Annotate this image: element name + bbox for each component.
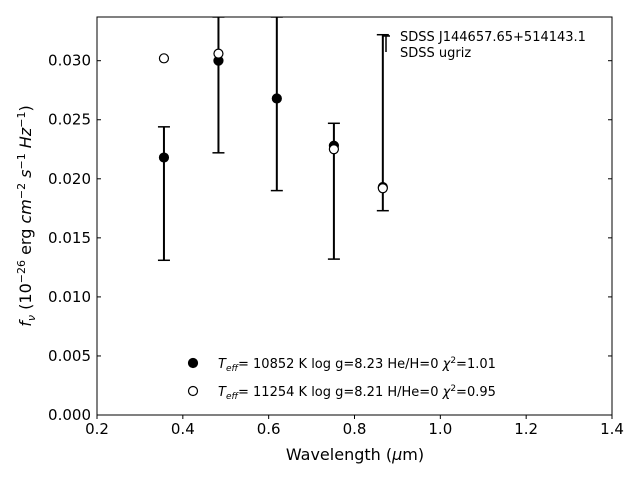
y-tick-label: 0.030 [48,52,91,70]
x-tick-label: 1.0 [428,420,452,438]
x-tick-label: 1.4 [600,420,624,438]
x-ticks: 0.2 0.4 0.6 0.8 1.0 1.2 1.4 [85,415,624,438]
y-tick-label: 0.015 [48,229,91,247]
errorbar-layer [157,17,389,262]
errorbar [157,126,170,262]
points-layer [158,35,390,194]
x-tick-label: 1.2 [514,420,538,438]
y-ticks: 0.000 0.005 0.010 0.015 0.020 0.025 0.030 [48,52,612,424]
legend-open-label: Teff= 11254 K log g=8.21 H/He=0 χ2=0.95 [218,384,496,402]
y-axis-label: fν (10−26 erg cm−2 s−1 Hz−1) [15,105,38,326]
x-tick-label: 0.4 [171,420,195,438]
x-tick-label: 0.6 [257,420,281,438]
x-tick-label: 0.2 [85,420,109,438]
data-point-filled [271,93,282,104]
data-point-open [213,48,224,59]
y-tick-label: 0.005 [48,347,91,365]
errorbar [212,17,225,154]
annotation-survey-name: SDSS ugriz [400,46,471,61]
legend-filled-label: Teff= 10852 K log g=8.23 He/H=0 χ2=1.01 [218,356,496,374]
plot-area [96,16,613,416]
y-tick-label: 0.020 [48,170,91,188]
x-tick-label: 0.8 [343,420,367,438]
errorbar [376,33,389,212]
y-tick-label: 0.025 [48,111,91,129]
y-tick-label: 0.000 [48,406,91,424]
x-axis-label: Wavelength (μm) [286,445,424,464]
legend-open-marker [187,385,199,397]
data-point-open [158,53,170,64]
data-point-open [328,144,339,155]
errorbar [270,17,283,192]
data-point-filled [158,152,170,163]
legend-filled-marker [187,357,199,369]
annotation-object-name: SDSS J144657.65+514143.1 [400,30,586,45]
data-point-open [377,183,388,194]
y-tick-label: 0.010 [48,288,91,306]
legend: Teff= 10852 K log g=8.23 He/H=0 χ2=1.01 … [187,356,496,402]
